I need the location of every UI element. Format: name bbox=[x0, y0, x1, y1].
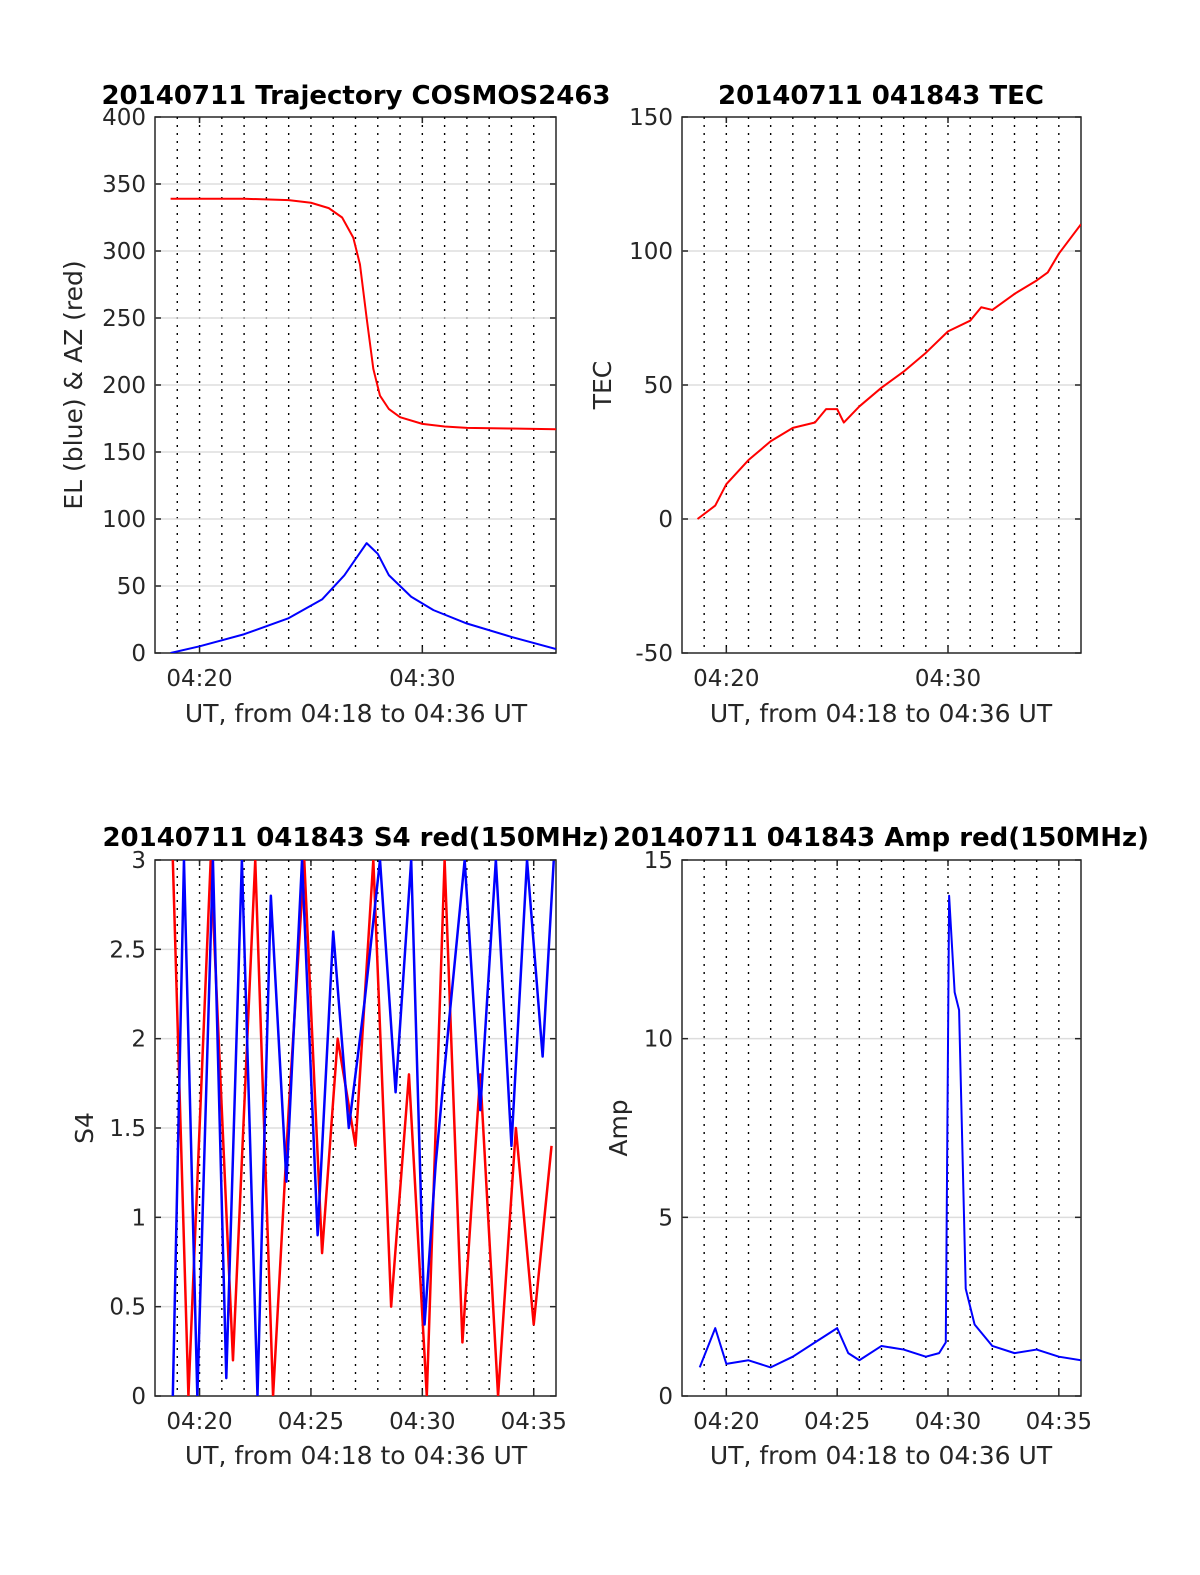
y-tick-label: 0 bbox=[658, 507, 673, 533]
series-line-1 bbox=[170, 197, 556, 431]
series-line-1 bbox=[698, 894, 1081, 1369]
panel-trajectory: 0 50 100 150 200 250 300 350 400 04:20 04:30 20140… bbox=[59, 81, 611, 728]
y-tick-label: 50 bbox=[644, 373, 673, 399]
grid-layer bbox=[155, 117, 556, 653]
x-tick-label: 04:20 bbox=[166, 666, 232, 692]
y-axis-label: TEC bbox=[588, 361, 617, 411]
y-tick-label: 100 bbox=[102, 507, 146, 533]
series-layer bbox=[696, 223, 1081, 520]
tick-layer: 0 0.5 1 1.5 2 2.5 3 04:20 04:25 04:30 04:35 bbox=[109, 848, 566, 1435]
tick-layer: 0 5 10 15 04:20 04:25 04:30 04:35 bbox=[644, 848, 1092, 1435]
chart-title: 20140711 Trajectory COSMOS2463 bbox=[101, 81, 610, 111]
y-axis-label: Amp bbox=[604, 1099, 633, 1156]
x-tick-label: 04:30 bbox=[389, 1409, 455, 1435]
x-axis-label: UT, from 04:18 to 04:36 UT bbox=[185, 1441, 528, 1470]
x-tick-label: 04:30 bbox=[915, 1409, 981, 1435]
series-layer bbox=[170, 197, 556, 653]
y-tick-label: 100 bbox=[629, 239, 673, 265]
x-tick-label: 04:20 bbox=[693, 666, 759, 692]
y-tick-label: 15 bbox=[644, 848, 673, 874]
x-tick-label: 04:30 bbox=[915, 666, 981, 692]
chart-title: 20140711 041843 Amp red(150MHz) bbox=[613, 823, 1149, 853]
x-tick-label: 04:20 bbox=[166, 1409, 232, 1435]
panel-amp: 0 5 10 15 04:20 04:25 04:30 04:35 20140711 0418… bbox=[604, 823, 1149, 1470]
series-layer bbox=[698, 894, 1081, 1369]
y-tick-label: 10 bbox=[644, 1027, 673, 1053]
x-tick-label: 04:20 bbox=[693, 1409, 759, 1435]
x-tick-label: 04:25 bbox=[804, 1409, 870, 1435]
tick-layer: 0 50 100 150 200 250 300 350 400 04:20 04:30 bbox=[102, 105, 556, 692]
y-tick-label: 0 bbox=[131, 641, 146, 667]
y-tick-label: 2 bbox=[131, 1027, 146, 1053]
y-tick-label: 2.5 bbox=[109, 937, 146, 963]
y-tick-label: 0 bbox=[658, 1384, 673, 1410]
series-line-2 bbox=[170, 542, 556, 653]
series-layer bbox=[171, 860, 556, 1396]
x-axis-label: UT, from 04:18 to 04:36 UT bbox=[710, 1441, 1053, 1470]
y-tick-label: 3 bbox=[131, 848, 146, 874]
y-axis-label: EL (blue) & AZ (red) bbox=[59, 260, 88, 509]
y-tick-label: 350 bbox=[102, 172, 146, 198]
y-tick-label: 0 bbox=[131, 1384, 146, 1410]
y-tick-label: 250 bbox=[102, 306, 146, 332]
y-tick-label: 5 bbox=[658, 1205, 673, 1231]
y-tick-label: 150 bbox=[629, 105, 673, 131]
y-tick-label: 1.5 bbox=[109, 1116, 146, 1142]
y-axis-label: S4 bbox=[70, 1112, 99, 1144]
x-tick-label: 04:25 bbox=[278, 1409, 344, 1435]
x-tick-label: 04:35 bbox=[501, 1409, 567, 1435]
panel-s4: 0 0.5 1 1.5 2 2.5 3 04:20 04:25 04:30 04:35 201407… bbox=[70, 823, 610, 1470]
y-tick-label: 200 bbox=[102, 373, 146, 399]
x-axis-label: UT, from 04:18 to 04:36 UT bbox=[185, 699, 528, 728]
y-tick-label: 0.5 bbox=[109, 1295, 146, 1321]
y-tick-label: 1 bbox=[131, 1205, 146, 1231]
chart-title: 20140711 041843 S4 red(150MHz) bbox=[102, 823, 609, 853]
series-line-1 bbox=[696, 223, 1081, 520]
chart-title: 20140711 041843 TEC bbox=[718, 81, 1044, 111]
y-tick-label: 150 bbox=[102, 440, 146, 466]
y-tick-label: 50 bbox=[117, 574, 146, 600]
y-tick-label: 300 bbox=[102, 239, 146, 265]
series-line-2 bbox=[171, 860, 556, 1396]
x-tick-label: 04:35 bbox=[1026, 1409, 1092, 1435]
panel-tec: -50 0 50 100 150 04:20 04:30 20140711 041843 T… bbox=[588, 81, 1082, 728]
y-tick-label: 400 bbox=[102, 105, 146, 131]
x-axis-label: UT, from 04:18 to 04:36 UT bbox=[710, 699, 1053, 728]
grid-layer bbox=[682, 117, 1081, 653]
x-tick-label: 04:30 bbox=[389, 666, 455, 692]
y-tick-label: -50 bbox=[635, 641, 673, 667]
tick-layer: -50 0 50 100 150 04:20 04:30 bbox=[629, 105, 1081, 692]
